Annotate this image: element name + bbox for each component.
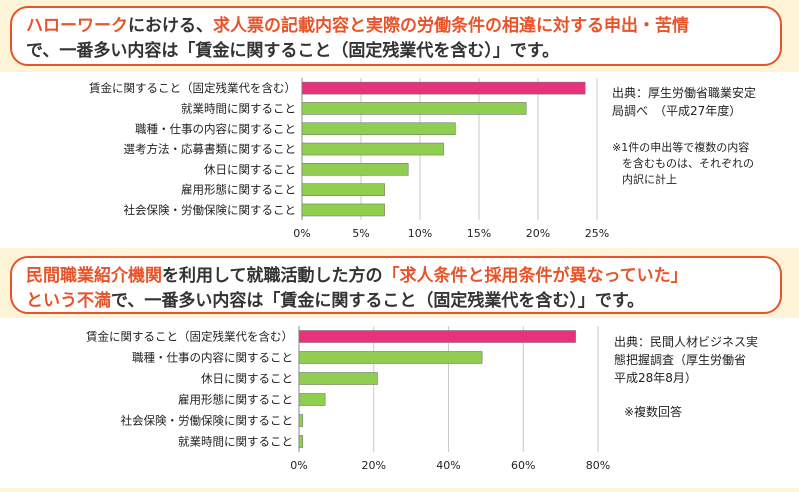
x-tick-label: 80% (586, 459, 610, 472)
x-tick-label: 5% (352, 227, 369, 240)
headline-topic: 求人票の記載内容と実際の労働条件の相違に対する申出・苦情 (213, 16, 689, 36)
headline-topic-2: という不満 (26, 291, 111, 311)
x-tick-label: 15% (467, 227, 491, 240)
category-label: 休日に関すること (201, 372, 293, 386)
headline-topic: 「求人条件と採用条件が異なっていた」 (382, 266, 688, 286)
category-label: 就業時間に関すること (178, 435, 293, 449)
source-line: 局調べ （平成27年度） (612, 104, 742, 118)
bar (301, 122, 456, 136)
bar (301, 142, 444, 156)
category-label: 就業時間に関すること (181, 101, 296, 115)
category-label: 休日に関すること (204, 162, 296, 176)
headline-banner-private-agency: 民間職業紹介機関を利用して就職活動した方の「求人条件と採用条件が異なっていた」 … (10, 256, 782, 314)
x-tick-label: 20% (526, 227, 550, 240)
bar (301, 163, 409, 176)
source-note-hellowork: 出典：厚生労働省職業安定 局調べ （平成27年度） (612, 84, 792, 120)
source-line: 平成28年8月） (614, 371, 697, 385)
category-label: 選考方法・応募書類に関すること (124, 142, 297, 156)
footnote-private-agency: ※複数回答 (624, 405, 683, 419)
bar (301, 102, 527, 115)
chart-panel-hellowork: 0% 5% 10% 15% 20% 25% 賃金に関すること（固定残業代を含む） 就業時間に関… (0, 72, 799, 248)
bar (298, 393, 326, 406)
category-label: 賃金に関すること（固定残業代を含む） (86, 330, 293, 344)
bar (298, 414, 304, 427)
headline-conclusion: で、一番多い内容は「賃金に関すること（固定残業代を含む）」です。 (111, 291, 645, 311)
category-label: 職種・仕事の内容に関すること (132, 351, 293, 365)
bar (298, 351, 483, 364)
footnote-line: ※1件の申出等で複数の内容 (612, 141, 750, 154)
footnote-line: を含むものは、それぞれの (622, 157, 754, 170)
x-tick-label: 20% (362, 459, 386, 472)
category-label: 雇用形態に関すること (178, 393, 293, 407)
x-tick-label: 60% (511, 459, 535, 472)
headline-text: における、 (128, 16, 213, 36)
headline-conclusion: で、一番多い内容は「賃金に関すること（固定残業代を含む）」です。 (26, 41, 560, 61)
x-tick-label: 0% (290, 459, 307, 472)
headline-text: を利用して就職活動した方の (162, 266, 383, 286)
category-label: 社会保険・労働保険に関すること (121, 414, 294, 428)
bar (301, 183, 385, 196)
category-label: 賃金に関すること（固定残業代を含む） (89, 81, 296, 95)
headline-banner-hellowork: ハローワークにおける、求人票の記載内容と実際の労働条件の相違に対する申出・苦情 … (10, 6, 782, 66)
category-label: 職種・仕事の内容に関すること (135, 122, 296, 136)
bar (301, 81, 586, 95)
source-line: 態把握調査（厚生労働省 (614, 353, 747, 367)
source-line: 出典：厚生労働省職業安定 (612, 86, 757, 100)
bar (298, 330, 576, 343)
headline-org: ハローワーク (26, 16, 128, 36)
source-note-private-agency: 出典：民間人材ビジネス実 態把握調査（厚生労働省 平成28年8月） (614, 333, 790, 387)
x-tick-label: 25% (585, 227, 609, 240)
bar-chart-private-agency: 0% 20% 40% 60% 80% 賃金に関すること（固定残業代を含む） 職種・仕事の内容… (86, 326, 610, 472)
x-tick-label: 10% (408, 227, 432, 240)
category-label: 雇用形態に関すること (181, 183, 296, 197)
category-label: 社会保険・労働保険に関すること (124, 203, 297, 217)
x-tick-label: 40% (436, 459, 460, 472)
bar (298, 372, 378, 385)
headline-org: 民間職業紹介機関 (26, 266, 162, 286)
x-tick-label: 0% (293, 227, 310, 240)
bar (298, 435, 304, 448)
chart-panel-private-agency: 0% 20% 40% 60% 80% 賃金に関すること（固定残業代を含む） 職種・仕事の内容… (0, 318, 799, 488)
footnote-hellowork: ※1件の申出等で複数の内容 を含むものは、それぞれの 内訳に計上 (612, 140, 792, 188)
footnote-line: 内訳に計上 (622, 173, 677, 186)
source-line: 出典：民間人材ビジネス実 (614, 335, 759, 349)
bar-chart-hellowork: 0% 5% 10% 15% 20% 25% 賃金に関すること（固定残業代を含む） 就業時間に関… (89, 78, 609, 240)
bar (301, 203, 385, 217)
